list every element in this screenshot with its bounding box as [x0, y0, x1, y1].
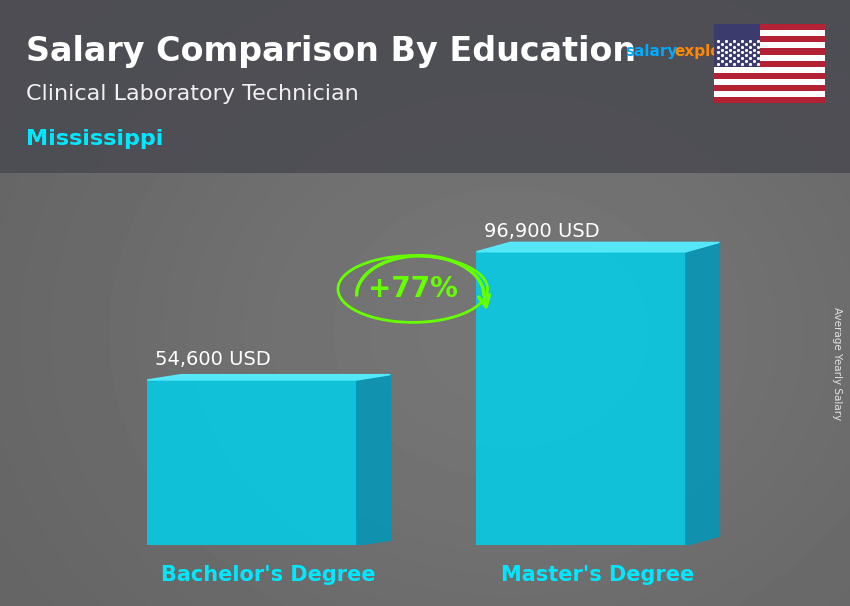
Text: Master's Degree: Master's Degree	[501, 565, 694, 585]
Bar	[714, 24, 824, 30]
Bar	[714, 85, 824, 91]
Bar	[714, 48, 824, 55]
Text: +77%: +77%	[368, 275, 457, 303]
Bar	[476, 252, 686, 545]
Bar	[714, 36, 824, 42]
Bar	[714, 42, 824, 48]
Polygon shape	[686, 242, 719, 545]
Bar	[714, 55, 824, 61]
Bar	[714, 91, 824, 97]
Bar	[714, 79, 824, 85]
Text: .com: .com	[727, 44, 768, 59]
Polygon shape	[476, 242, 719, 252]
Bar	[714, 61, 824, 67]
Text: Average Yearly Salary: Average Yearly Salary	[832, 307, 842, 420]
Bar	[714, 97, 824, 103]
Polygon shape	[147, 375, 390, 380]
Bar	[714, 24, 761, 67]
Bar	[714, 30, 824, 36]
Text: Salary Comparison By Education: Salary Comparison By Education	[26, 35, 636, 68]
Text: Clinical Laboratory Technician: Clinical Laboratory Technician	[26, 84, 358, 104]
Text: 96,900 USD: 96,900 USD	[484, 222, 599, 241]
Bar	[714, 73, 824, 79]
Text: Bachelor's Degree: Bachelor's Degree	[162, 565, 376, 585]
Text: explorer: explorer	[674, 44, 746, 59]
Polygon shape	[357, 375, 390, 545]
Text: Mississippi: Mississippi	[26, 129, 163, 150]
Text: 54,600 USD: 54,600 USD	[155, 350, 270, 370]
Bar	[147, 380, 357, 545]
Bar	[714, 67, 824, 73]
Text: salary: salary	[625, 44, 677, 59]
